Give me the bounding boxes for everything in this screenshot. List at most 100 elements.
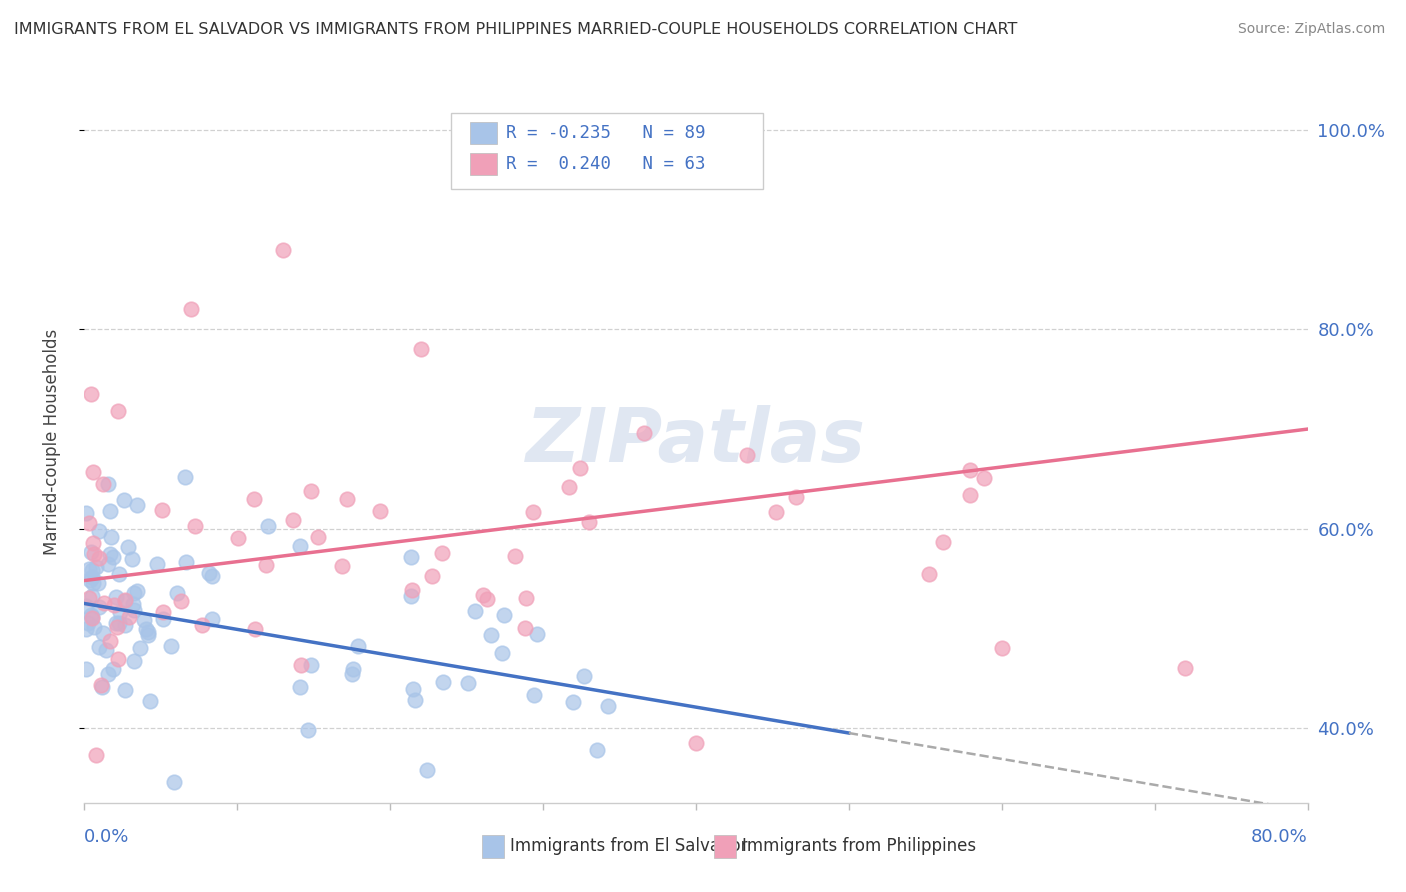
Point [134, 613, 156, 627]
Point [959, 463, 981, 477]
Point [1358, 158, 1381, 172]
Text: Immigrants from Philippines: Immigrants from Philippines [742, 838, 977, 855]
Point [184, 519, 207, 533]
Point [79, 573, 101, 587]
Point [75, 622, 97, 636]
Point [82, 570, 104, 584]
Point [633, 425, 655, 440]
Point [457, 676, 479, 690]
Point [80, 611, 103, 625]
Point [765, 504, 787, 518]
Point [526, 627, 548, 641]
Point [494, 608, 516, 623]
Point [124, 603, 146, 617]
Y-axis label: Married-couple Households: Married-couple Households [42, 328, 60, 555]
Point [299, 484, 322, 499]
Point [257, 519, 280, 533]
Point [515, 591, 537, 606]
Point [180, 302, 202, 317]
Point [174, 555, 197, 569]
Point [340, 666, 363, 681]
Point [80, 386, 103, 401]
Bar [470, 153, 496, 175]
Point [242, 491, 264, 506]
Text: 80.0%: 80.0% [1251, 828, 1308, 846]
Point [399, 550, 422, 565]
Point [170, 593, 193, 607]
Point [578, 516, 600, 530]
Point [523, 688, 546, 702]
Point [87, 575, 110, 590]
Point [574, 669, 596, 683]
Point [122, 586, 145, 600]
Text: R =  0.240   N = 63: R = 0.240 N = 63 [506, 155, 706, 173]
FancyBboxPatch shape [451, 112, 763, 189]
Point [79, 608, 101, 623]
Point [89, 600, 111, 615]
Point [1174, 661, 1197, 675]
Point [297, 723, 319, 738]
Bar [482, 835, 503, 858]
Point [477, 592, 499, 607]
Point [735, 448, 758, 462]
Point [197, 566, 219, 580]
Point [479, 627, 502, 641]
Point [959, 488, 981, 502]
Point [491, 646, 513, 660]
Point [105, 616, 128, 631]
Point [347, 640, 370, 654]
Point [243, 622, 266, 636]
Point [112, 493, 135, 508]
Point [136, 627, 159, 641]
Point [108, 615, 131, 630]
Point [80, 610, 103, 624]
Point [416, 763, 439, 777]
Point [117, 540, 139, 554]
Point [83, 620, 105, 634]
Point [991, 641, 1014, 656]
Point [201, 569, 224, 583]
Point [299, 657, 322, 672]
Point [201, 612, 224, 626]
Point [586, 743, 609, 757]
Point [75, 506, 97, 520]
Point [107, 404, 129, 418]
Point [401, 582, 423, 597]
Point [118, 610, 141, 624]
Point [191, 617, 214, 632]
Point [100, 530, 122, 544]
Point [404, 692, 426, 706]
Point [91, 626, 114, 640]
Point [87, 640, 110, 654]
Point [136, 625, 159, 640]
Point [82, 589, 104, 603]
Point [91, 476, 114, 491]
Point [918, 567, 941, 582]
Point [368, 504, 391, 518]
Point [129, 641, 152, 656]
Point [79, 591, 101, 605]
Point [90, 678, 112, 692]
Point [98, 547, 121, 561]
Point [342, 662, 364, 676]
Point [93, 596, 115, 610]
Point [91, 680, 114, 694]
Point [472, 588, 495, 602]
Text: IMMIGRANTS FROM EL SALVADOR VS IMMIGRANTS FROM PHILIPPINES MARRIED-COUPLE HOUSEH: IMMIGRANTS FROM EL SALVADOR VS IMMIGRANT… [14, 22, 1018, 37]
Point [307, 530, 329, 544]
Point [281, 513, 304, 527]
Bar [714, 835, 737, 858]
Point [152, 612, 174, 626]
Point [127, 498, 149, 512]
Point [82, 576, 104, 591]
Point [152, 606, 174, 620]
Point [569, 461, 592, 475]
Point [103, 662, 125, 676]
Point [77, 562, 100, 576]
Point [135, 622, 157, 636]
Point [785, 491, 807, 505]
Point [77, 616, 100, 631]
Point [138, 694, 160, 708]
Point [159, 639, 181, 653]
Point [110, 606, 132, 620]
